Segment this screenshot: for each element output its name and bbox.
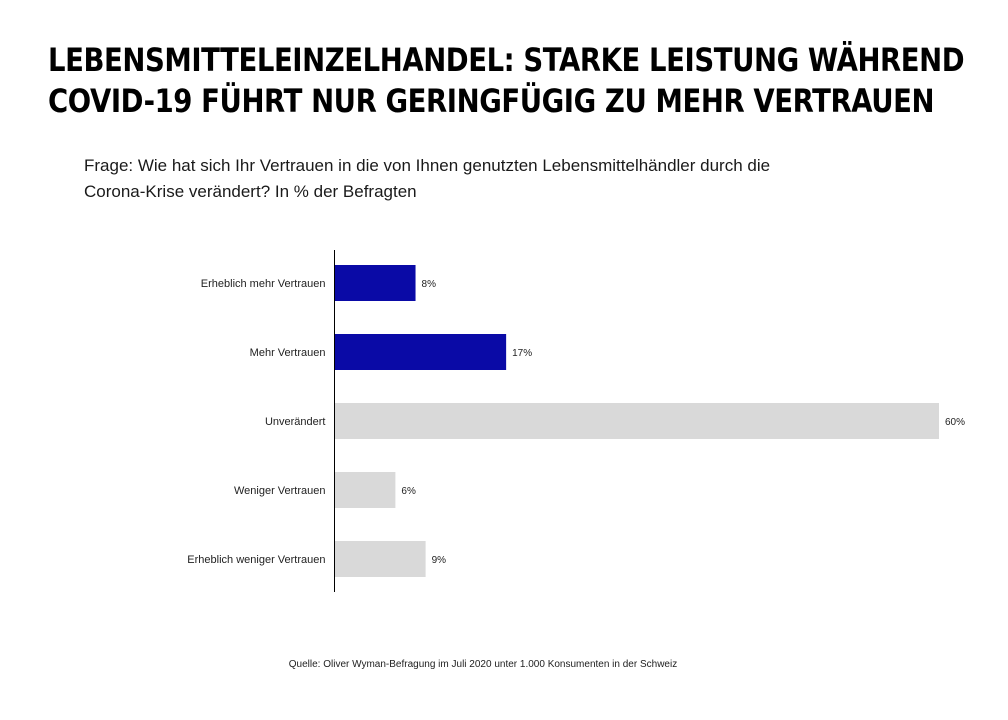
value-label-3: 6% bbox=[401, 486, 416, 497]
chart-question: Frage: Wie hat sich Ihr Vertrauen in die… bbox=[84, 153, 914, 205]
value-label-0: 8% bbox=[422, 279, 437, 290]
bar-2 bbox=[335, 403, 939, 439]
bar-group: Erheblich mehr Vertrauen 8% Mehr Vertrauen… bbox=[187, 265, 965, 577]
bar-3 bbox=[335, 472, 396, 508]
value-label-1: 17% bbox=[512, 348, 532, 359]
category-label-3: Weniger Vertrauen bbox=[234, 485, 326, 497]
bar-0 bbox=[335, 265, 416, 301]
bar-chart: Erheblich mehr Vertrauen 8% Mehr Vertrauen… bbox=[187, 250, 965, 592]
source-note: Quelle: Oliver Wyman-Befragung im Juli 2… bbox=[288, 659, 678, 670]
bar-1 bbox=[335, 334, 507, 370]
chart-title: LEBENSMITTELEINZELHANDEL: STARKE LEISTUN… bbox=[48, 40, 965, 122]
chart-title-line-2: COVID-19 FÜHRT NUR GERINGFÜGIG ZU MEHR V… bbox=[48, 82, 935, 120]
chart-title-line-1: LEBENSMITTELEINZELHANDEL: STARKE LEISTUN… bbox=[48, 41, 965, 79]
value-label-4: 9% bbox=[432, 555, 447, 566]
category-label-0: Erheblich mehr Vertrauen bbox=[201, 278, 326, 290]
category-label-2: Unverändert bbox=[265, 416, 326, 428]
bar-4 bbox=[335, 541, 426, 577]
value-label-2: 60% bbox=[945, 417, 965, 428]
chart-question-line-1: Frage: Wie hat sich Ihr Vertrauen in die… bbox=[84, 156, 771, 175]
chart-question-line-2: Corona-Krise verändert? In % der Befragt… bbox=[84, 182, 417, 201]
category-label-1: Mehr Vertrauen bbox=[250, 347, 326, 359]
category-label-4: Erheblich weniger Vertrauen bbox=[187, 554, 325, 566]
